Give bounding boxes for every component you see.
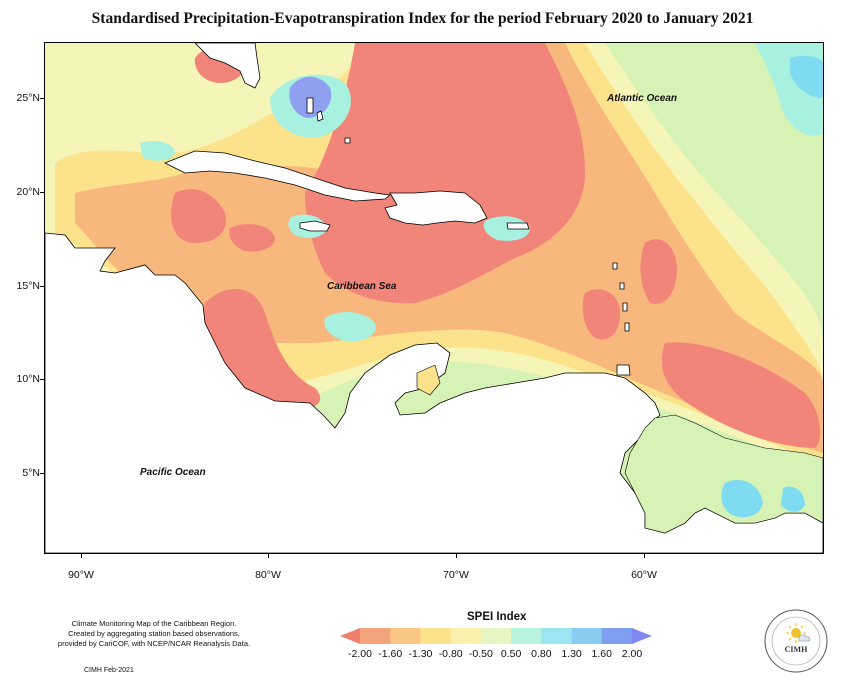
legend-label-7: 1.30 bbox=[561, 648, 582, 660]
land-lesser-antilles-3 bbox=[622, 302, 628, 312]
zone-strong-dry-lesser bbox=[640, 239, 677, 304]
land-lesser-antilles-2 bbox=[619, 282, 625, 290]
lon-tick-80 bbox=[268, 553, 269, 558]
legend-swatch-5 bbox=[480, 628, 512, 644]
lat-20n: 20°N bbox=[16, 186, 40, 198]
legend-swatch-1 bbox=[360, 628, 391, 644]
zone-strong-dry-east bbox=[661, 342, 821, 448]
cimh-logo: CIMH bbox=[764, 609, 828, 673]
legend-label-0: -2.00 bbox=[348, 648, 372, 660]
land-bahamas-1 bbox=[306, 97, 314, 114]
spei-shading bbox=[45, 43, 823, 520]
land-hispaniola bbox=[384, 190, 488, 226]
zone-mild-dry-venezuela bbox=[416, 364, 441, 396]
legend-swatch-3 bbox=[420, 628, 452, 644]
credit-line-1: Climate Monitoring Map of the Caribbean … bbox=[71, 619, 237, 628]
zone-wet-mild-cuba bbox=[140, 141, 175, 161]
legend-labels: -2.00 -1.60 -1.30 -0.80 -0.50 0.50 0.80 … bbox=[336, 648, 656, 662]
zone-strong-dry-west bbox=[171, 189, 226, 243]
land-lesser-antilles-1 bbox=[612, 262, 618, 270]
legend-title: SPEI Index bbox=[467, 611, 527, 623]
map-svg bbox=[45, 43, 823, 553]
lat-25n: 25°N bbox=[16, 92, 40, 104]
legend-label-2: -1.30 bbox=[408, 648, 433, 660]
caribbean-sea-label: Caribbean Sea bbox=[327, 281, 397, 292]
lon-tick-60 bbox=[644, 553, 645, 558]
atlantic-ocean-label: Atlantic Ocean bbox=[607, 93, 678, 104]
land-puerto-rico bbox=[506, 222, 530, 230]
legend-label-8: 1.60 bbox=[591, 648, 612, 660]
lat-5n: 5°N bbox=[22, 467, 40, 479]
legend-swatch-0 bbox=[340, 628, 360, 644]
land bbox=[45, 43, 823, 553]
legend-swatch-7 bbox=[541, 628, 573, 644]
lat-tick-15 bbox=[40, 286, 44, 287]
legend-swatch-2 bbox=[390, 628, 421, 644]
legend-label-3: -0.80 bbox=[438, 648, 463, 660]
land-bahamas-2 bbox=[316, 110, 324, 122]
lon-tick-70 bbox=[456, 553, 457, 558]
credit-line-3: provided by CariCOF, with NCEP/NCAR Rean… bbox=[57, 639, 251, 648]
legend-swatch-9 bbox=[601, 628, 633, 644]
legend-swatch-8 bbox=[571, 628, 603, 644]
legend-label-5: 0.50 bbox=[500, 648, 522, 660]
logo-text: CIMH bbox=[785, 645, 808, 654]
legend-label-4: -0.50 bbox=[468, 648, 493, 660]
lon-90w: 90°W bbox=[68, 569, 94, 581]
footer-date: CIMH Feb-2021 bbox=[84, 667, 134, 674]
land-cuba bbox=[164, 150, 391, 202]
land-florida bbox=[194, 43, 261, 89]
land-jamaica bbox=[299, 220, 331, 232]
lon-80w: 80°W bbox=[255, 569, 281, 581]
lat-tick-25 bbox=[40, 98, 44, 99]
land-bahamas-3 bbox=[344, 137, 351, 144]
legend-label-6: 0.80 bbox=[531, 648, 552, 660]
lat-15n: 15°N bbox=[16, 280, 40, 292]
zone-wet-strong-bahamas bbox=[289, 76, 332, 118]
legend-swatch-6 bbox=[511, 628, 542, 644]
zone-strong-dry-west2 bbox=[229, 224, 275, 252]
lon-60w: 60°W bbox=[631, 569, 657, 581]
credit-text: Climate Monitoring Map of the Caribbean … bbox=[44, 619, 264, 649]
zone-wet-mild-puertorico bbox=[483, 216, 530, 241]
lon-tick-90 bbox=[81, 553, 82, 558]
legend-label-1: -1.60 bbox=[378, 648, 403, 660]
lat-tick-20 bbox=[40, 192, 44, 193]
zone-wet-moderate-guiana-land bbox=[721, 479, 763, 518]
zone-land-guiana bbox=[624, 414, 823, 534]
lon-70w: 70°W bbox=[443, 569, 469, 581]
legend-colorbar bbox=[340, 628, 652, 644]
spei-map: Atlantic Ocean Caribbean Sea Pacific Oce… bbox=[44, 42, 824, 554]
zone-strong-dry-windward bbox=[582, 289, 620, 340]
lat-tick-5 bbox=[40, 473, 44, 474]
land-trinidad bbox=[616, 364, 631, 376]
legend-label-9: 2.00 bbox=[621, 648, 643, 660]
map-title: Standardised Precipitation-Evapotranspir… bbox=[91, 10, 754, 27]
sun-cloud-icon bbox=[786, 623, 811, 643]
zone-wet-mild-central bbox=[324, 311, 376, 342]
legend-swatch-10 bbox=[632, 628, 652, 644]
land-lesser-antilles-4 bbox=[624, 322, 630, 332]
zone-wet-moderate-ne bbox=[790, 55, 823, 98]
lat-tick-10 bbox=[40, 379, 44, 380]
credit-line-2: Created by aggregating station based obs… bbox=[68, 629, 240, 638]
zone-wet-moderate-surinam bbox=[781, 486, 805, 512]
legend-swatch-4 bbox=[450, 628, 482, 644]
pacific-ocean-label: Pacific Ocean bbox=[140, 467, 206, 478]
lat-10n: 10°N bbox=[16, 373, 40, 385]
